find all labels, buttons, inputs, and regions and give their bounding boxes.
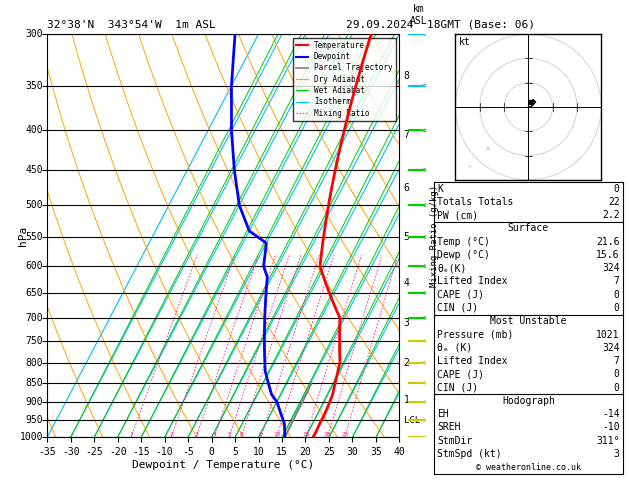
Text: 2: 2 (169, 433, 173, 437)
Text: 1021: 1021 (596, 330, 620, 340)
Text: Temp (°C): Temp (°C) (437, 237, 490, 247)
Text: 15: 15 (303, 433, 310, 437)
Text: θₑ (K): θₑ (K) (437, 343, 472, 353)
X-axis label: Dewpoint / Temperature (°C): Dewpoint / Temperature (°C) (132, 460, 314, 470)
Text: © weatheronline.co.uk: © weatheronline.co.uk (476, 463, 581, 472)
Text: 1: 1 (404, 395, 409, 405)
Text: 0: 0 (614, 382, 620, 393)
Text: 950: 950 (25, 415, 43, 425)
Text: Pressure (mb): Pressure (mb) (437, 330, 513, 340)
Text: Hodograph: Hodograph (502, 396, 555, 406)
Text: 32°38'N  343°54'W  1m ASL: 32°38'N 343°54'W 1m ASL (47, 20, 216, 31)
Text: Most Unstable: Most Unstable (490, 316, 567, 326)
Text: 600: 600 (25, 261, 43, 271)
Text: 21.6: 21.6 (596, 237, 620, 247)
Text: 500: 500 (25, 200, 43, 210)
Text: 300: 300 (25, 29, 43, 39)
Text: -10: -10 (602, 422, 620, 432)
Text: Dewp (°C): Dewp (°C) (437, 250, 490, 260)
Text: 311°: 311° (596, 435, 620, 446)
Legend: Temperature, Dewpoint, Parcel Trajectory, Dry Adiabat, Wet Adiabat, Isotherm, Mi: Temperature, Dewpoint, Parcel Trajectory… (293, 38, 396, 121)
Text: 25: 25 (341, 433, 348, 437)
Text: 7: 7 (614, 277, 620, 286)
Text: 550: 550 (25, 232, 43, 242)
Text: Surface: Surface (508, 224, 549, 233)
Text: km
ASL: km ASL (410, 4, 428, 26)
Text: 0: 0 (614, 369, 620, 379)
Text: 7: 7 (404, 130, 409, 139)
Text: Mixing Ratio (g/kg): Mixing Ratio (g/kg) (430, 185, 439, 287)
Text: 350: 350 (25, 81, 43, 91)
Text: 1: 1 (129, 433, 133, 437)
Text: K: K (437, 184, 443, 194)
Text: 400: 400 (25, 125, 43, 136)
Text: Lifted Index: Lifted Index (437, 277, 508, 286)
Text: 850: 850 (25, 378, 43, 388)
Text: 800: 800 (25, 358, 43, 367)
Text: 0: 0 (614, 290, 620, 300)
Text: 3: 3 (404, 318, 409, 328)
Text: -14: -14 (602, 409, 620, 419)
Text: 15.6: 15.6 (596, 250, 620, 260)
Text: LCL: LCL (404, 416, 420, 425)
Text: 4: 4 (213, 433, 216, 437)
Text: 2: 2 (404, 358, 409, 367)
Text: θₑ(K): θₑ(K) (437, 263, 467, 273)
Text: CIN (J): CIN (J) (437, 303, 478, 313)
Text: 22: 22 (608, 197, 620, 207)
Text: Lifted Index: Lifted Index (437, 356, 508, 366)
Text: 29.09.2024  18GMT (Base: 06): 29.09.2024 18GMT (Base: 06) (346, 19, 535, 30)
Text: CAPE (J): CAPE (J) (437, 369, 484, 379)
Text: 3: 3 (614, 449, 620, 459)
Text: ★: ★ (467, 163, 472, 169)
Text: 6: 6 (240, 433, 243, 437)
Text: 2.2: 2.2 (602, 210, 620, 220)
Text: 900: 900 (25, 397, 43, 407)
Text: ★: ★ (484, 143, 491, 153)
Text: 0: 0 (614, 184, 620, 194)
Text: CAPE (J): CAPE (J) (437, 290, 484, 300)
Text: kt: kt (459, 37, 470, 47)
Text: 20: 20 (324, 433, 331, 437)
Text: 3: 3 (194, 433, 198, 437)
Text: StmDir: StmDir (437, 435, 472, 446)
Text: CIN (J): CIN (J) (437, 382, 478, 393)
Text: PW (cm): PW (cm) (437, 210, 478, 220)
Text: hPa: hPa (18, 226, 28, 246)
Text: 324: 324 (602, 343, 620, 353)
Text: 700: 700 (25, 313, 43, 323)
Text: 6: 6 (404, 183, 409, 193)
Text: 7: 7 (614, 356, 620, 366)
Text: 324: 324 (602, 263, 620, 273)
Text: 5: 5 (404, 232, 409, 242)
Text: SREH: SREH (437, 422, 460, 432)
Text: StmSpd (kt): StmSpd (kt) (437, 449, 502, 459)
Text: 10: 10 (273, 433, 281, 437)
Text: 0: 0 (614, 303, 620, 313)
Text: 8: 8 (404, 71, 409, 81)
Text: 1000: 1000 (19, 433, 43, 442)
Text: 650: 650 (25, 288, 43, 298)
Text: 4: 4 (404, 278, 409, 288)
Text: 8: 8 (259, 433, 263, 437)
Text: 750: 750 (25, 336, 43, 346)
Text: 450: 450 (25, 165, 43, 175)
Text: Totals Totals: Totals Totals (437, 197, 513, 207)
Text: EH: EH (437, 409, 449, 419)
Text: 5: 5 (227, 433, 231, 437)
